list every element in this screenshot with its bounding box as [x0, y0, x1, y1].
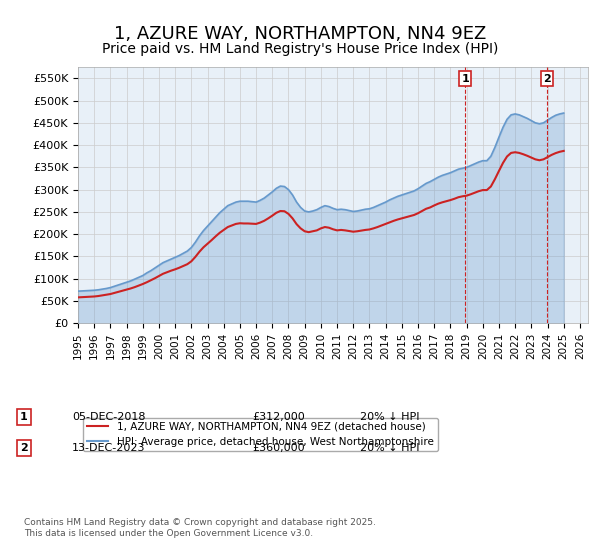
Text: 2: 2 — [20, 443, 28, 453]
Text: Price paid vs. HM Land Registry's House Price Index (HPI): Price paid vs. HM Land Registry's House … — [102, 42, 498, 56]
Text: 05-DEC-2018: 05-DEC-2018 — [72, 412, 146, 422]
Text: £312,000: £312,000 — [252, 412, 305, 422]
Text: £360,000: £360,000 — [252, 443, 305, 453]
Text: 1: 1 — [20, 412, 28, 422]
Text: 2: 2 — [543, 74, 551, 83]
Legend: 1, AZURE WAY, NORTHAMPTON, NN4 9EZ (detached house), HPI: Average price, detache: 1, AZURE WAY, NORTHAMPTON, NN4 9EZ (deta… — [83, 418, 437, 451]
Text: 13-DEC-2023: 13-DEC-2023 — [72, 443, 146, 453]
Text: 1: 1 — [461, 74, 469, 83]
Text: 1, AZURE WAY, NORTHAMPTON, NN4 9EZ: 1, AZURE WAY, NORTHAMPTON, NN4 9EZ — [114, 25, 486, 43]
Text: 20% ↓ HPI: 20% ↓ HPI — [360, 443, 419, 453]
Text: 20% ↓ HPI: 20% ↓ HPI — [360, 412, 419, 422]
Text: Contains HM Land Registry data © Crown copyright and database right 2025.
This d: Contains HM Land Registry data © Crown c… — [24, 518, 376, 538]
